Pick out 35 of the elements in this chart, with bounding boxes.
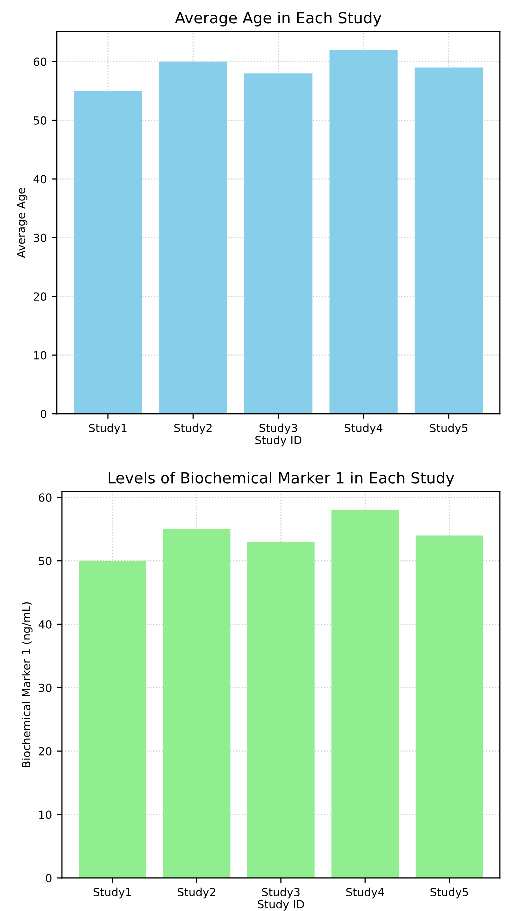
bar <box>159 62 228 414</box>
x-tick-label: Study5 <box>430 888 468 899</box>
bar <box>414 68 484 414</box>
y-tick-label: 40 <box>34 175 47 184</box>
x-axis-title: Study ID <box>258 900 304 911</box>
bar <box>330 50 398 414</box>
y-tick-label: 0 <box>40 410 47 418</box>
y-tick-label: 40 <box>38 620 52 629</box>
y-tick-label: 10 <box>40 810 52 820</box>
bar <box>74 91 142 414</box>
y-axis-title: Average Age <box>17 188 28 258</box>
x-tick-label: Study2 <box>178 888 216 899</box>
y-tick-label: 30 <box>34 234 47 242</box>
y-tick-label: 50 <box>39 557 52 566</box>
y-tick-label: 0 <box>46 874 52 883</box>
x-tick-label: Study1 <box>94 888 132 899</box>
x-tick-label: Study1 <box>89 424 127 435</box>
chart-title: Average Age in Each Study <box>175 12 382 27</box>
x-tick-label: Study4 <box>346 888 384 899</box>
y-tick-label: 30 <box>39 684 52 692</box>
y-tick-label: 60 <box>34 58 47 66</box>
bar <box>244 74 313 414</box>
y-tick-label: 60 <box>39 494 52 502</box>
x-axis-title: Study ID <box>256 436 302 447</box>
x-tick-label: Study5 <box>430 424 468 435</box>
chart-title: Levels of Biochemical Marker 1 in Each Study <box>108 472 454 487</box>
y-tick-label: 50 <box>34 116 47 125</box>
y-tick-label: 20 <box>34 292 47 302</box>
x-tick-label: Study3 <box>262 888 300 899</box>
x-tick-label: Study2 <box>174 424 212 435</box>
x-tick-label: Study3 <box>260 424 298 435</box>
y-tick-label: 20 <box>39 747 52 756</box>
x-tick-label: Study4 <box>344 424 383 435</box>
y-axis-title: Biochemical Marker 1 (ng/mL) <box>22 602 33 768</box>
y-tick-label: 10 <box>34 351 47 360</box>
